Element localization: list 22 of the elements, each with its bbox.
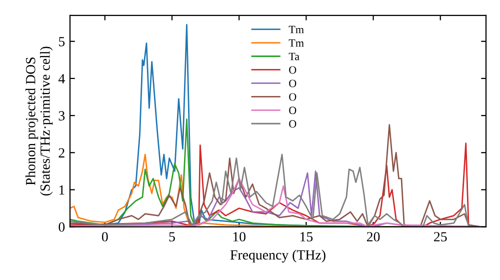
- x-tick-label: 15: [300, 232, 313, 242]
- legend-label: Tm: [288, 26, 304, 34]
- x-axis-title: Frequency (THz): [230, 250, 326, 262]
- y-tick-label: 2: [58, 148, 64, 158]
- y-tick-label: 1: [59, 185, 64, 195]
- y-tick-label: 4: [58, 74, 65, 84]
- x-tick-label: 5: [169, 232, 175, 242]
- legend-label: O: [289, 120, 296, 128]
- legend-label: O: [289, 106, 296, 114]
- x-tick-label: 25: [434, 232, 447, 242]
- y-axis-title: Phonon projected DOS (States/THz·primitive cell): [26, 46, 53, 196]
- legend-label: O: [289, 80, 296, 88]
- legend-label: O: [289, 66, 296, 74]
- legend-label: O: [289, 93, 296, 101]
- x-tick-label: 0: [102, 232, 108, 242]
- y-tick-label: 0: [58, 222, 65, 232]
- legend-label: Tm: [288, 39, 304, 47]
- y-tick-label: 5: [59, 37, 65, 46]
- legend-label: Ta: [288, 52, 300, 60]
- x-tick-label: 10: [233, 232, 246, 242]
- y-tick-label: 3: [58, 111, 65, 120]
- x-tick-label: 20: [366, 232, 380, 242]
